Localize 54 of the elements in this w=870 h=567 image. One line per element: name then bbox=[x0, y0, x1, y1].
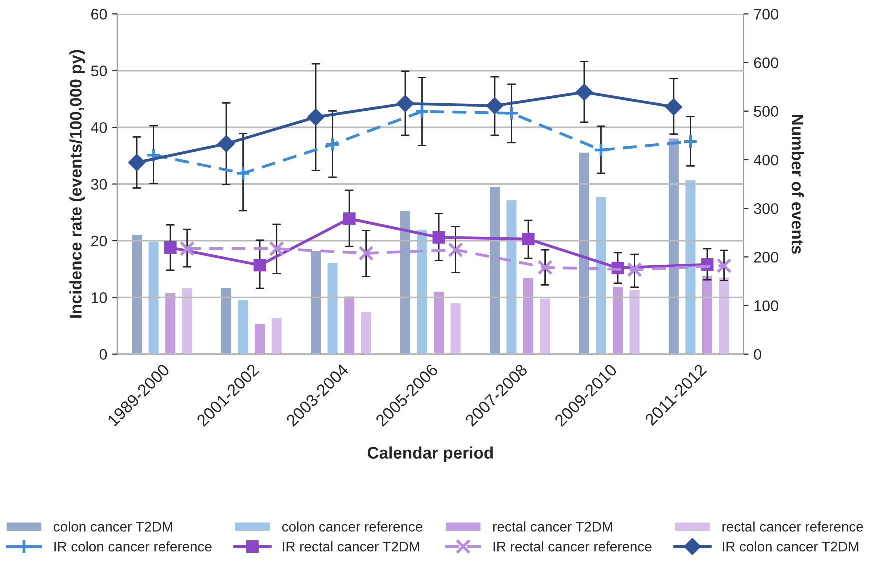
legend-label: IR colon cancer reference bbox=[54, 542, 212, 552]
y-tick-label: 10 bbox=[92, 292, 108, 304]
legend-label: IR rectal cancer reference bbox=[494, 542, 652, 552]
y2-tick-label: 600 bbox=[754, 58, 778, 68]
bar bbox=[360, 310, 373, 354]
bar bbox=[147, 240, 160, 354]
legend-label: colon cancer reference bbox=[282, 522, 423, 532]
y-tick-label: 50 bbox=[91, 66, 108, 77]
bar bbox=[449, 302, 462, 354]
bar bbox=[236, 298, 250, 354]
bar bbox=[522, 276, 535, 354]
bar bbox=[399, 210, 412, 354]
bar bbox=[270, 316, 284, 354]
y2-tick-label: 0 bbox=[754, 349, 762, 360]
bar bbox=[220, 286, 233, 354]
bar bbox=[505, 199, 518, 354]
y-tick-label: 60 bbox=[92, 9, 108, 20]
bar bbox=[718, 276, 731, 354]
bar bbox=[668, 137, 680, 354]
bar bbox=[326, 262, 340, 354]
bar bbox=[343, 295, 356, 354]
bar bbox=[628, 289, 642, 354]
y2-axis-title: Number of events bbox=[792, 115, 804, 254]
bar bbox=[578, 152, 591, 354]
bar bbox=[130, 234, 144, 354]
legend-label: IR colon cancer T2DM bbox=[723, 542, 859, 552]
bar bbox=[488, 186, 502, 354]
bar bbox=[310, 250, 322, 354]
y-axis-title: Incidence rate (events/100,000 py) bbox=[70, 50, 86, 318]
legend-label: IR rectal cancer T2DM bbox=[283, 542, 420, 552]
y-tick-label: 40 bbox=[91, 122, 108, 134]
bar bbox=[684, 178, 698, 354]
legend-label: rectal cancer reference bbox=[722, 522, 864, 532]
y2-tick-label: 100 bbox=[754, 300, 778, 312]
y-tick-label: 30 bbox=[91, 179, 108, 190]
legend-label: colon cancer T2DM bbox=[54, 522, 172, 532]
y2-tick-label: 200 bbox=[754, 252, 778, 263]
bar bbox=[701, 274, 714, 354]
y2-tick-label: 400 bbox=[754, 154, 778, 166]
legend-label: rectal cancer T2DM bbox=[493, 522, 612, 532]
y-tick-label: 20 bbox=[92, 236, 108, 247]
y2-tick-label: 700 bbox=[754, 9, 778, 20]
bar bbox=[432, 290, 446, 354]
bar bbox=[416, 228, 429, 354]
bar bbox=[164, 292, 177, 354]
y2-tick-label: 300 bbox=[754, 203, 778, 214]
bar bbox=[254, 322, 266, 354]
bar bbox=[594, 196, 608, 354]
x-axis-title: Calendar period bbox=[368, 446, 493, 462]
y2-tick-label: 500 bbox=[754, 106, 778, 118]
bar bbox=[180, 287, 194, 354]
bar bbox=[612, 286, 624, 354]
y-tick-label: 0 bbox=[100, 349, 108, 360]
bar bbox=[538, 297, 552, 354]
